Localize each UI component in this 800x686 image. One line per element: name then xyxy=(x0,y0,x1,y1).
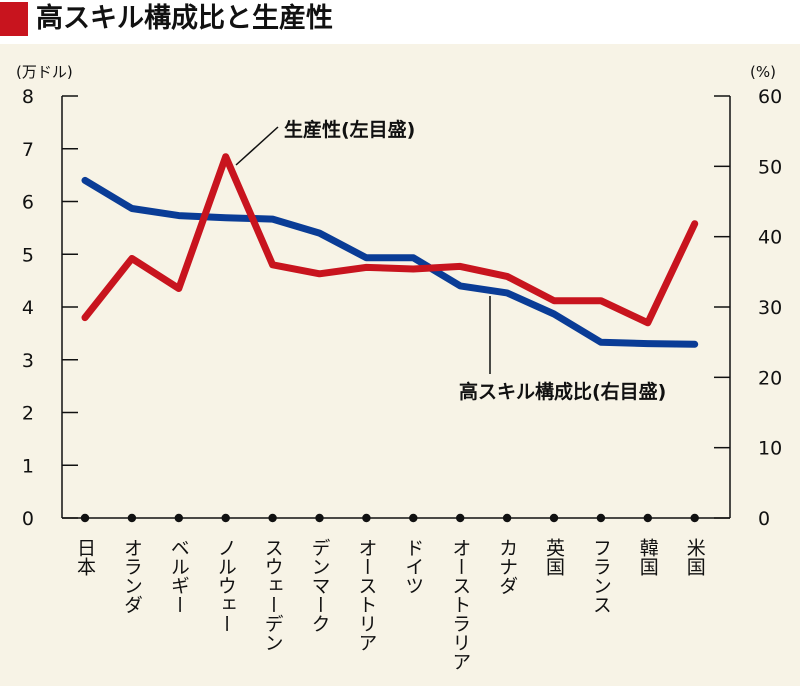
right-axis-unit: (%) xyxy=(750,63,776,81)
category-dot xyxy=(596,513,606,523)
category-label: デンマーク xyxy=(309,538,331,633)
right-tick-label: 20 xyxy=(758,367,782,389)
chart-axes: (万ドル) (%) 0 1 2 3 4 5 6 7 8 0 10 20 30 40 50 60 日本 オランダ ベルギー… xyxy=(16,63,782,671)
category-dot xyxy=(502,513,512,523)
left-tick-label: 1 xyxy=(22,455,34,477)
category-dot xyxy=(80,513,90,523)
category-label: 英国 xyxy=(543,538,565,576)
category-label: 韓国 xyxy=(637,538,659,576)
category-dot xyxy=(174,513,183,523)
category-label: フランス xyxy=(590,538,612,614)
annotation-layer: 生産性(左目盛) 高スキル構成比(右目盛) xyxy=(235,118,666,403)
right-tick-label: 40 xyxy=(758,227,782,249)
left-tick-label: 8 xyxy=(22,86,34,108)
category-dot xyxy=(456,513,465,523)
category-label: カナダ xyxy=(496,538,518,595)
category-label: ベルギー xyxy=(168,538,190,614)
category-dot xyxy=(221,513,230,523)
category-label: 日本 xyxy=(74,538,96,576)
left-tick-label: 5 xyxy=(22,244,34,266)
series-line-productivity xyxy=(81,153,699,327)
header-accent-bar xyxy=(0,2,28,36)
category-label: ドイツ xyxy=(402,538,424,595)
category-label: 米国 xyxy=(684,538,706,576)
right-tick-label: 0 xyxy=(758,508,770,530)
annotation-leader-productivity xyxy=(235,126,279,166)
left-tick-label: 6 xyxy=(22,192,34,214)
category-dot xyxy=(268,513,277,523)
category-dot xyxy=(549,513,559,523)
category-dot xyxy=(409,513,418,523)
category-label: ノルウェー xyxy=(215,538,237,633)
left-tick-label: 0 xyxy=(22,508,34,530)
annotation-productivity: 生産性(左目盛) xyxy=(284,118,415,141)
right-tick-label: 10 xyxy=(758,438,782,460)
category-label: オーストリア xyxy=(355,538,377,652)
right-tick-label: 60 xyxy=(758,86,782,108)
category-dot xyxy=(362,513,371,523)
series-line-high-skill-share xyxy=(81,176,699,348)
annotation-high-skill: 高スキル構成比(右目盛) xyxy=(459,380,666,403)
right-tick-label: 30 xyxy=(758,297,782,319)
category-dot xyxy=(127,513,137,523)
left-tick-label: 7 xyxy=(22,139,34,161)
category-label: スウェーデン xyxy=(262,538,284,652)
category-label: オランダ xyxy=(121,538,143,614)
left-tick-label: 3 xyxy=(22,350,34,372)
chart-title: 高スキル構成比と生産性 xyxy=(36,3,333,34)
category-dot xyxy=(315,513,324,523)
category-dot xyxy=(643,513,652,523)
category-label: オーストラリア xyxy=(449,538,471,671)
series-layer xyxy=(81,153,699,348)
left-tick-label: 2 xyxy=(22,403,34,425)
left-axis-unit: (万ドル) xyxy=(16,63,73,81)
category-dot xyxy=(690,513,699,523)
chart-header: 高スキル構成比と生産性 xyxy=(0,0,800,44)
left-tick-label: 4 xyxy=(22,297,34,319)
chart-panel xyxy=(0,44,800,686)
right-tick-label: 50 xyxy=(758,156,782,178)
